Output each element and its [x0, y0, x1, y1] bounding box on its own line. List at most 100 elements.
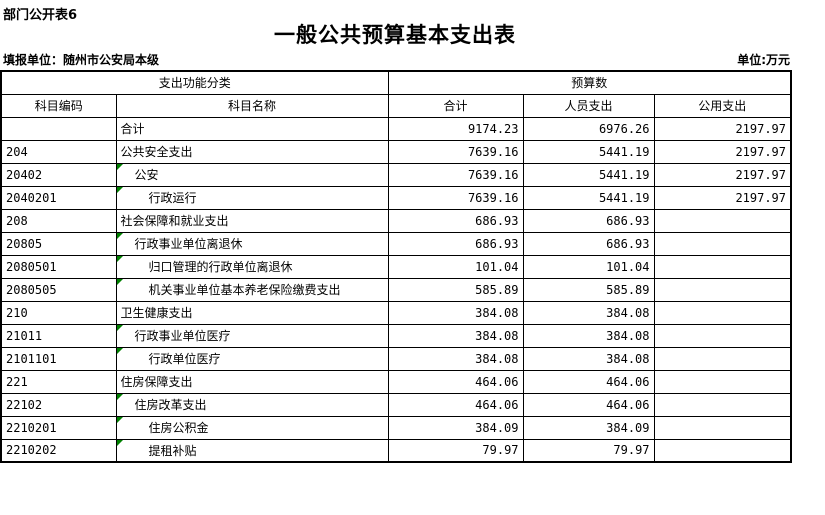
table-row: 2080505 机关事业单位基本养老保险缴费支出 585.89 585.89	[0, 277, 792, 302]
green-corner-marker-icon	[117, 394, 123, 400]
public-expenditure-cell: 2197.97	[653, 185, 792, 210]
personnel-expenditure-cell: 79.97	[522, 438, 655, 463]
green-corner-marker-icon	[117, 279, 123, 285]
table-row: 21011 行政事业单位医疗 384.08 384.08	[0, 323, 792, 348]
total-amount-cell: 384.08	[387, 300, 524, 325]
green-corner-marker-icon	[117, 417, 123, 423]
total-amount-cell: 79.97	[387, 438, 524, 463]
subject-name-text: 合计	[120, 122, 145, 136]
subject-code-cell: 204	[0, 139, 117, 164]
personnel-expenditure-cell: 384.08	[522, 346, 655, 371]
subject-name-cell: 住房改革支出	[115, 392, 389, 417]
subject-code-cell: 2210202	[0, 438, 117, 463]
green-corner-marker-icon	[117, 164, 123, 170]
total-amount-cell: 686.93	[387, 231, 524, 256]
subject-name-cell: 行政运行	[115, 185, 389, 210]
subject-name-cell: 卫生健康支出	[115, 300, 389, 325]
subject-code-cell: 2210201	[0, 415, 117, 440]
header-function-classification: 支出功能分类	[0, 70, 389, 95]
personnel-expenditure-cell: 686.93	[522, 231, 655, 256]
subject-code-cell: 210	[0, 300, 117, 325]
subject-code-cell: 22102	[0, 392, 117, 417]
public-expenditure-cell	[653, 346, 792, 371]
subject-code-cell: 2101101	[0, 346, 117, 371]
total-amount-cell: 464.06	[387, 392, 524, 417]
personnel-expenditure-cell: 464.06	[522, 369, 655, 394]
public-expenditure-cell	[653, 208, 792, 233]
total-amount-cell: 384.08	[387, 346, 524, 371]
subject-name-cell: 机关事业单位基本养老保险缴费支出	[115, 277, 389, 302]
public-expenditure-cell: 2197.97	[653, 162, 792, 187]
header-public-expenditure: 公用支出	[653, 93, 792, 118]
subject-name-cell: 行政单位医疗	[115, 346, 389, 371]
subject-code-cell: 2080501	[0, 254, 117, 279]
subject-name-text: 提租补贴	[148, 443, 197, 458]
subject-name-text: 公安	[134, 168, 159, 182]
subject-name-cell: 合计	[115, 116, 389, 141]
green-corner-marker-icon	[117, 233, 123, 239]
subject-name-cell: 行政事业单位医疗	[115, 323, 389, 348]
subject-code-cell: 2080505	[0, 277, 117, 302]
total-amount-cell: 7639.16	[387, 185, 524, 210]
subject-code-cell: 20805	[0, 231, 117, 256]
total-amount-cell: 464.06	[387, 369, 524, 394]
public-expenditure-cell	[653, 300, 792, 325]
personnel-expenditure-cell: 5441.19	[522, 162, 655, 187]
subject-name-cell: 住房公积金	[115, 415, 389, 440]
subject-code-cell: 20402	[0, 162, 117, 187]
info-row: 填报单位：随州市公安局本级 单位:万元	[0, 51, 790, 68]
total-amount-cell: 686.93	[387, 208, 524, 233]
table-row: 2210202 提租补贴 79.97 79.97	[0, 438, 792, 463]
budget-table: 支出功能分类 预算数 科目编码 科目名称 合计 人员支出 公用支出 合计 9174…	[0, 70, 793, 463]
table-row: 2080501 归口管理的行政单位离退休 101.04 101.04	[0, 254, 792, 279]
total-amount-cell: 7639.16	[387, 139, 524, 164]
green-corner-marker-icon	[117, 256, 123, 262]
personnel-expenditure-cell: 384.09	[522, 415, 655, 440]
public-expenditure-cell	[653, 323, 792, 348]
table-row: 20805 行政事业单位离退休 686.93 686.93	[0, 231, 792, 256]
table-row: 22102 住房改革支出 464.06 464.06	[0, 392, 792, 417]
public-expenditure-cell: 2197.97	[653, 139, 792, 164]
total-amount-cell: 384.09	[387, 415, 524, 440]
public-expenditure-cell	[653, 231, 792, 256]
subject-name-text: 住房公积金	[148, 421, 209, 435]
personnel-expenditure-cell: 5441.19	[522, 139, 655, 164]
personnel-expenditure-cell: 5441.19	[522, 185, 655, 210]
personnel-expenditure-cell: 384.08	[522, 323, 655, 348]
subject-name-cell: 社会保障和就业支出	[115, 208, 389, 233]
public-expenditure-cell: 2197.97	[653, 116, 792, 141]
subject-name-text: 公共安全支出	[120, 145, 193, 159]
personnel-expenditure-cell: 6976.26	[522, 116, 655, 141]
subject-code-cell: 208	[0, 208, 117, 233]
subject-name-cell: 归口管理的行政单位离退休	[115, 254, 389, 279]
subject-name-cell: 住房保障支出	[115, 369, 389, 394]
table-row: 210 卫生健康支出 384.08 384.08	[0, 300, 792, 325]
header-budget-figures: 预算数	[387, 70, 792, 95]
subject-name-text: 行政事业单位离退休	[134, 237, 243, 251]
public-expenditure-cell	[653, 392, 792, 417]
table-row: 208 社会保障和就业支出 686.93 686.93	[0, 208, 792, 233]
subject-name-text: 卫生健康支出	[120, 306, 193, 320]
total-amount-cell: 7639.16	[387, 162, 524, 187]
subject-name-text: 住房保障支出	[120, 375, 193, 389]
public-expenditure-cell	[653, 277, 792, 302]
form-number-label: 部门公开表6	[3, 8, 78, 23]
subject-name-text: 行政运行	[148, 191, 197, 205]
subject-name-text: 行政单位医疗	[148, 352, 221, 366]
header-total: 合计	[387, 93, 524, 118]
subject-code-cell: 21011	[0, 323, 117, 348]
subject-code-cell	[0, 116, 117, 141]
public-expenditure-cell	[653, 254, 792, 279]
personnel-expenditure-cell: 384.08	[522, 300, 655, 325]
subject-name-cell: 提租补贴	[115, 438, 389, 463]
subject-name-cell: 行政事业单位离退休	[115, 231, 389, 256]
public-expenditure-cell	[653, 369, 792, 394]
table-header-group-row: 支出功能分类 预算数	[0, 70, 792, 95]
subject-name-cell: 公共安全支出	[115, 139, 389, 164]
table-row: 204 公共安全支出 7639.16 5441.19 2197.97	[0, 139, 792, 164]
page-title: 一般公共预算基本支出表	[274, 23, 516, 47]
subject-name-text: 社会保障和就业支出	[120, 214, 229, 228]
green-corner-marker-icon	[117, 325, 123, 331]
green-corner-marker-icon	[117, 187, 123, 193]
public-expenditure-cell	[653, 415, 792, 440]
